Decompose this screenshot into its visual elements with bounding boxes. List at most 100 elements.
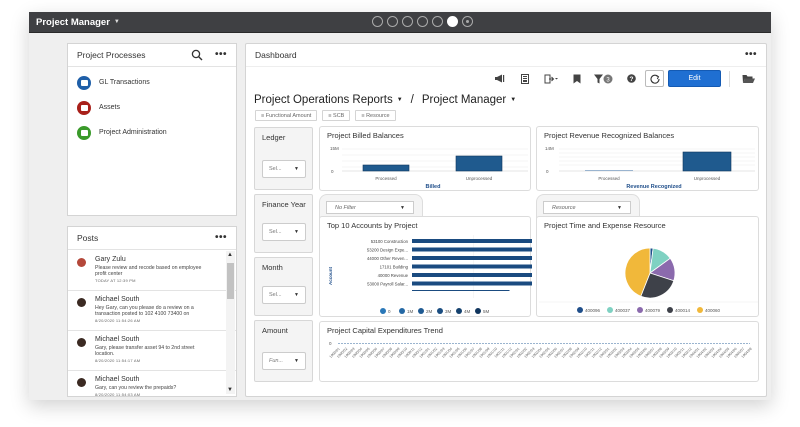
help-icon[interactable]: ?: [621, 71, 641, 87]
capex-trend-chart: Project Capital Expenditures Trend 0 1900…: [319, 321, 759, 382]
dashboard-toolbar: 3 ? Edit: [246, 67, 766, 90]
page-dot-6[interactable]: [447, 16, 458, 27]
app-menu[interactable]: Project Manager ▼: [36, 17, 120, 28]
report-icon[interactable]: [515, 71, 535, 87]
svg-text:0: 0: [329, 341, 332, 346]
calculator-icon: [77, 75, 91, 90]
edit-button[interactable]: Edit: [668, 70, 721, 87]
chevron-down-icon[interactable]: ▼: [510, 97, 517, 103]
resource-filter-select[interactable]: Resource ▼: [543, 201, 631, 214]
search-icon[interactable]: [191, 49, 203, 61]
chevron-down-icon: ▼: [294, 292, 299, 298]
bookmark-icon[interactable]: [567, 71, 587, 87]
post-item[interactable]: Michael South Gary, please transfer asse…: [68, 331, 236, 371]
pie-slice-400014[interactable]: [640, 272, 675, 299]
month-select[interactable]: Sel... ▼: [262, 286, 306, 304]
billed-balances-chart: Project Billed Balances 15M 0 Processed …: [319, 126, 531, 191]
scroll-down-icon[interactable]: ▼: [227, 387, 233, 393]
process-item[interactable]: Project Administration: [68, 120, 236, 145]
page-dot-2[interactable]: [387, 16, 398, 27]
svg-text:400096: 400096: [585, 308, 601, 313]
field-chip[interactable]: ≡ Functional Amount: [255, 110, 318, 121]
svg-text:Processed: Processed: [598, 176, 620, 181]
filter-icon[interactable]: 3: [593, 71, 615, 87]
svg-text:400037: 400037: [615, 308, 631, 313]
finance-year-select[interactable]: Sel... ▼: [262, 223, 306, 241]
page-dot-7[interactable]: [462, 16, 473, 27]
scroll-up-icon[interactable]: ▲: [227, 252, 233, 258]
process-item[interactable]: GL Transactions: [68, 70, 236, 95]
bar-processed[interactable]: [362, 164, 410, 172]
post-item[interactable]: Michael South Gary, can you review the p…: [68, 371, 236, 396]
filter-ledger: Ledger Sel... ▼: [254, 127, 313, 190]
folder-icon: [77, 125, 91, 140]
post-author: Gary Zulu: [95, 256, 126, 263]
post-text: Hey Gary, can you please do a review on …: [95, 305, 194, 317]
amount-select[interactable]: Fun... ▼: [262, 352, 306, 370]
page-dot-4[interactable]: [417, 16, 428, 27]
page-dot-1[interactable]: [372, 16, 383, 27]
chevron-down-icon: ▼: [294, 166, 299, 172]
post-item[interactable]: Michael South Hey Gary, can you please d…: [68, 291, 236, 331]
ledger-select[interactable]: Sel... ▼: [262, 160, 306, 178]
page-dot-3[interactable]: [402, 16, 413, 27]
chevron-down-icon[interactable]: ▼: [396, 97, 403, 103]
svg-text:0: 0: [331, 169, 334, 174]
svg-text:400060: 400060: [705, 308, 721, 313]
post-item[interactable]: Gary Zulu Please review and recode based…: [68, 251, 236, 291]
billed-bar-chart: 15M 0 Processed Unprocessed Billed: [330, 146, 528, 190]
account-filter-select[interactable]: No Filter ▼: [326, 201, 414, 214]
svg-text:40000 Revenue: 40000 Revenue: [378, 273, 409, 278]
field-chip[interactable]: ≡ Resource: [355, 110, 396, 121]
account-bar[interactable]: [412, 256, 532, 260]
svg-text:Processed: Processed: [375, 176, 397, 181]
account-bar[interactable]: [412, 273, 532, 277]
report-name[interactable]: Project Operations Reports: [254, 94, 393, 106]
open-folder-icon[interactable]: [738, 71, 758, 87]
account-bar[interactable]: [412, 281, 532, 286]
svg-text:Account: Account: [328, 266, 333, 285]
scroll-thumb[interactable]: [227, 263, 234, 299]
process-label: Assets: [99, 104, 121, 111]
svg-text:Revenue Recognized: Revenue Recognized: [626, 184, 681, 190]
account-bar[interactable]: [412, 247, 532, 252]
pie-slice-400060[interactable]: [624, 247, 651, 297]
top-bar: Project Manager ▼: [29, 12, 771, 33]
dashboard-panel: Dashboard ••• 3 ? Edit Project Operation…: [245, 43, 767, 397]
bar-unprocessed[interactable]: [455, 155, 503, 172]
bar-processed[interactable]: [585, 170, 633, 171]
announce-icon[interactable]: [489, 71, 509, 87]
svg-text:400079: 400079: [645, 308, 661, 313]
revenue-bar-chart: 14M 0 Processed Unprocessed Revenue Reco…: [545, 146, 755, 190]
account-bar[interactable]: [412, 264, 532, 269]
refresh-button[interactable]: [645, 70, 664, 87]
more-options-icon[interactable]: •••: [744, 49, 757, 60]
svg-text:15M: 15M: [330, 146, 339, 151]
time-expense-resource-chart: Project Time and Expense Resource 400096…: [536, 216, 759, 317]
bar-unprocessed[interactable]: [682, 151, 732, 172]
panel-title: Posts: [77, 233, 99, 243]
post-time: 8/20/2020 11:54:03 AM: [95, 392, 141, 396]
svg-text:1903/11: 1903/11: [673, 347, 685, 359]
page-dot-5[interactable]: [432, 16, 443, 27]
more-options-icon[interactable]: •••: [214, 49, 227, 60]
process-item[interactable]: Assets: [68, 95, 236, 120]
more-options-icon[interactable]: •••: [214, 232, 227, 243]
refresh-icon: [649, 74, 660, 84]
filter-month: Month Sel... ▼: [254, 257, 313, 316]
svg-text:Unprocessed: Unprocessed: [694, 176, 721, 181]
scrollbar[interactable]: ▲ ▼: [226, 251, 235, 394]
filter-amount: Amount Fun... ▼: [254, 320, 313, 382]
breadcrumb-separator: /: [410, 94, 414, 106]
export-icon[interactable]: [541, 71, 561, 87]
field-chip[interactable]: ≡ SCB: [322, 110, 351, 121]
account-bar[interactable]: [412, 290, 510, 291]
select-value: Sel...: [269, 292, 282, 298]
post-time: 8/20/2020 11:54:17 AM: [95, 358, 141, 363]
select-value: No Filter: [335, 205, 356, 211]
account-bar[interactable]: [412, 239, 532, 243]
svg-text:1M: 1M: [407, 309, 414, 314]
report-context[interactable]: Project Manager: [421, 94, 507, 106]
top-accounts-bar-chart: 53100 Construction4.67M53200 Design Expe…: [328, 235, 532, 314]
svg-text:Unprocessed: Unprocessed: [466, 176, 493, 181]
